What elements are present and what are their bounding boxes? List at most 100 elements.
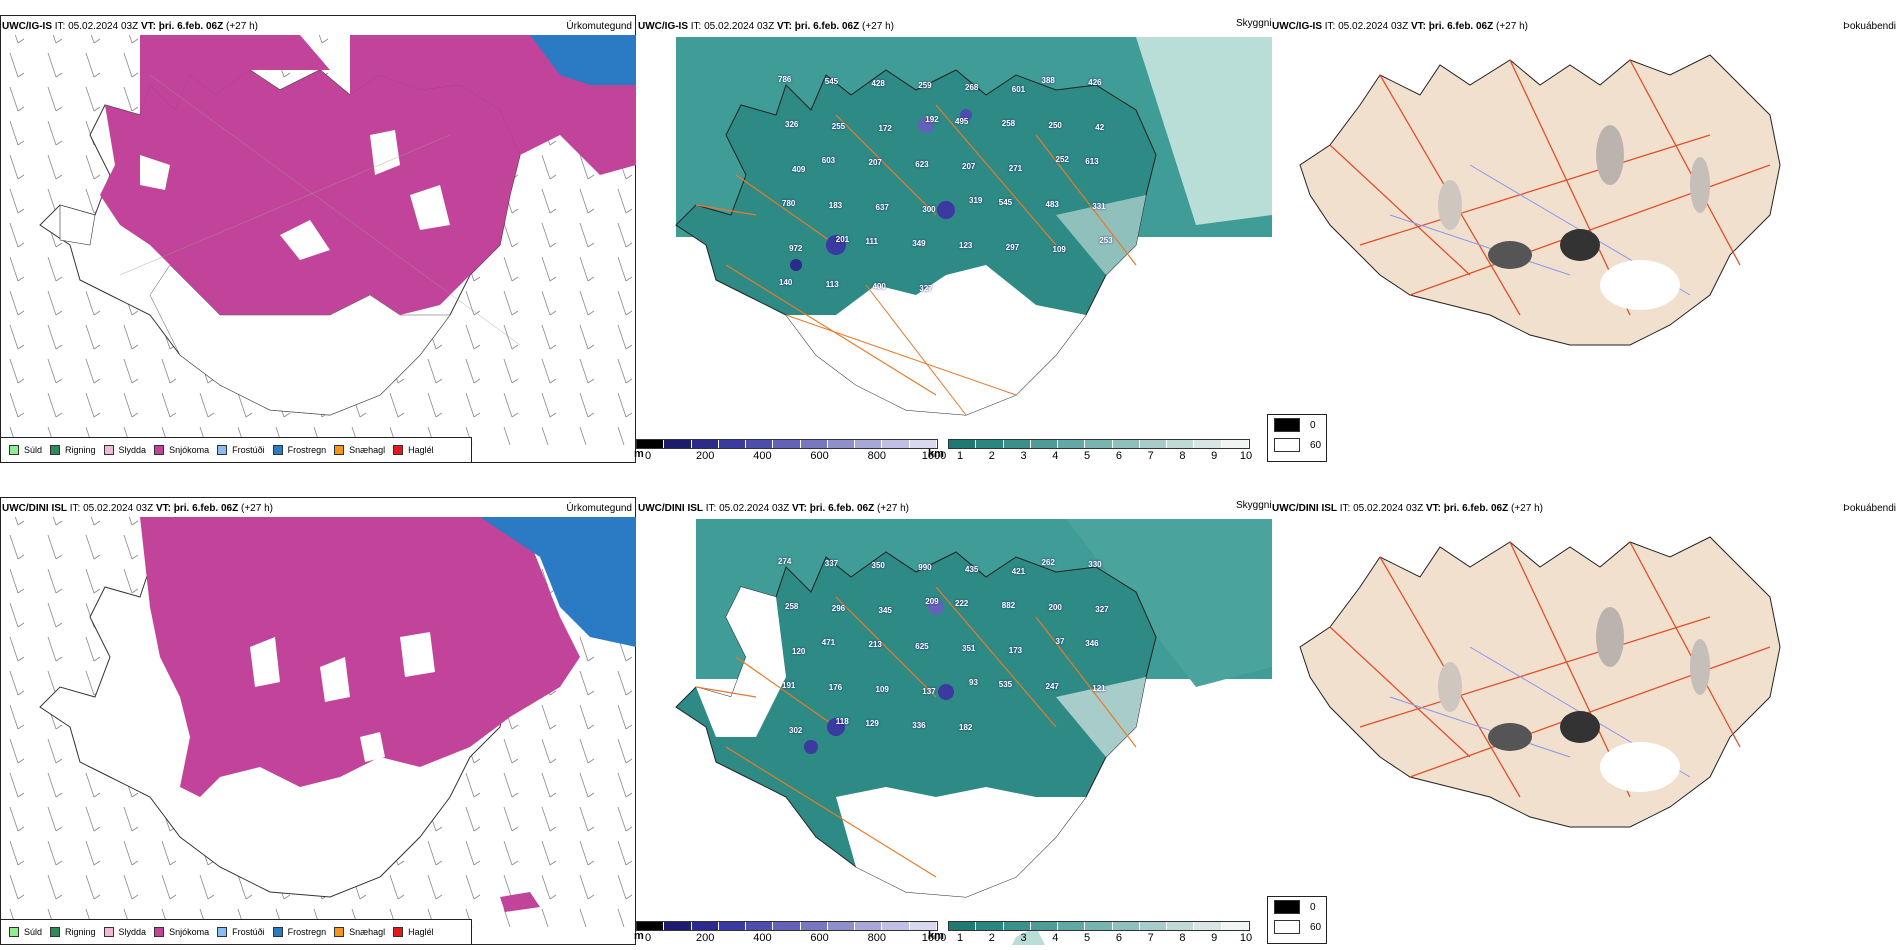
colorbar-tick: 6 [1115, 450, 1122, 462]
elevation-label: 140 [779, 278, 793, 287]
elevation-label: 176 [828, 683, 843, 692]
fog-legend-row: 60 [1268, 917, 1326, 937]
colorbar-cell [855, 922, 883, 930]
colorbar-tick: 9 [1211, 932, 1218, 944]
legend-item: Frostregn [272, 927, 327, 937]
colorbar-tick: 3 [1020, 450, 1027, 462]
elevation-label: 400 [872, 282, 886, 291]
elevation-label: 255 [831, 122, 846, 131]
elevation-label: 346 [1085, 639, 1099, 648]
elevation-label: 435 [965, 565, 979, 574]
legend-item: Slydda [103, 927, 146, 937]
legend-label: Frostregn [287, 927, 327, 937]
elevation-label: 297 [1005, 243, 1020, 252]
elevation-label: 109 [1052, 245, 1066, 254]
elevation-colorbar: 0 200 400 600 800 1000 m [634, 439, 946, 463]
colorbar-tick: 6 [1115, 932, 1122, 944]
legend-item: Haglél [393, 445, 434, 455]
elevation-label: 121 [1092, 684, 1106, 693]
legend-swatch [272, 445, 283, 455]
colorbar-cell [691, 440, 719, 448]
legend-label: Súld [24, 445, 43, 455]
colorbar-cell [909, 440, 937, 448]
elevation-ticks: 0 200 400 600 800 1000 [636, 449, 946, 463]
precip-map [1, 517, 636, 927]
elevation-label: 601 [1011, 85, 1026, 94]
colorbar-tick: 10 [1239, 450, 1253, 462]
panel-title: UWC/DINI ISL IT: 05.02.2024 03Z VT: þri.… [638, 503, 909, 514]
fog-swatch [1274, 920, 1300, 934]
colorbar-tick: 1000 [921, 450, 947, 462]
colorbar-cell [855, 440, 883, 448]
legend-swatch [50, 445, 61, 455]
legend-swatch [334, 927, 345, 937]
elevation-label: 274 [778, 557, 792, 566]
legend-item: Slydda [103, 445, 146, 455]
colorbar-tick: 4 [1052, 932, 1059, 944]
elevation-label: 495 [955, 117, 969, 126]
legend-swatch [154, 927, 165, 937]
elevation-label: 349 [912, 239, 926, 248]
legend-label: Frostúði [232, 927, 265, 937]
fog-value: 60 [1310, 439, 1322, 451]
elevation-label: 222 [955, 599, 969, 608]
colorbar-cell [882, 922, 910, 930]
elevation-label: 253 [1099, 236, 1113, 245]
visibility-bar [948, 439, 1250, 449]
elevation-label: 271 [1008, 164, 1023, 173]
elevation-label: 93 [969, 678, 978, 687]
colorbar-tick: 7 [1147, 450, 1154, 462]
colorbar-cell [800, 922, 828, 930]
panel-field-name: Þokuábendi [1843, 21, 1896, 32]
panel-visibility-top: UWC/IG-IS IT: 05.02.2024 03Z VT: þri. 6.… [634, 15, 1272, 463]
colorbar-tick: 800 [867, 450, 886, 462]
elevation-label: 535 [998, 680, 1013, 689]
colorbar-tick: 4 [1052, 450, 1059, 462]
elevation-label: 207 [868, 158, 882, 167]
elevation-label: 200 [1048, 603, 1062, 612]
legend-label: Súld [24, 927, 43, 937]
legend-swatch [103, 445, 114, 455]
panel-title: UWC/IG-IS IT: 05.02.2024 03Z VT: þri. 6.… [2, 21, 258, 32]
fog-legend: 0 60 [1267, 414, 1327, 462]
elevation-label: 409 [792, 165, 806, 174]
legend-swatch [334, 445, 345, 455]
colorbar-cell [1030, 440, 1059, 448]
elevation-label: 350 [871, 561, 885, 570]
elevation-label: 327 [919, 284, 933, 293]
legend-swatch [272, 927, 283, 937]
elevation-label: 129 [865, 719, 879, 728]
colorbar-cell [1112, 922, 1140, 930]
elevation-label: 336 [912, 721, 926, 730]
elevation-label: 613 [1085, 157, 1099, 166]
colorbar-cell [882, 440, 910, 448]
colorbar-cell [1194, 440, 1222, 448]
colorbar-cell [1085, 922, 1113, 930]
colorbar-cell [691, 922, 719, 930]
elevation-label: 258 [785, 602, 799, 611]
legend-label: Snæhagl [349, 927, 386, 937]
colorbar-cell [1030, 922, 1059, 930]
panel-field-name: Þokuábendi [1843, 503, 1896, 514]
colorbar-tick: 0 [644, 932, 652, 944]
colorbar-tick: 2 [988, 932, 995, 944]
legend-label: Haglél [408, 927, 434, 937]
colorbar-cell [637, 440, 665, 448]
colorbar-cell [800, 440, 828, 448]
snow-area [140, 517, 580, 797]
elevation-label: 426 [1088, 78, 1102, 87]
colorbar-cell [1167, 440, 1195, 448]
colorbar-tick: 8 [1179, 932, 1186, 944]
legend-label: Rigning [65, 445, 96, 455]
legend-item: Frostúði [217, 927, 265, 937]
elevation-label: 209 [925, 597, 939, 606]
elevation-label: 300 [922, 205, 936, 214]
colorbar-cell [664, 440, 692, 448]
visibility-colorbar: 1 2 3 4 5 6 7 8 9 10 km [928, 439, 1253, 463]
precip-legend: Súld Rigning Slydda Snjókoma Frostúði Frostre… [0, 919, 472, 945]
legend-swatch [393, 445, 404, 455]
elevation-label: 625 [915, 642, 929, 651]
colorbar-cell [1139, 922, 1168, 930]
legend-swatch [154, 445, 165, 455]
colorbar-cell [909, 922, 937, 930]
